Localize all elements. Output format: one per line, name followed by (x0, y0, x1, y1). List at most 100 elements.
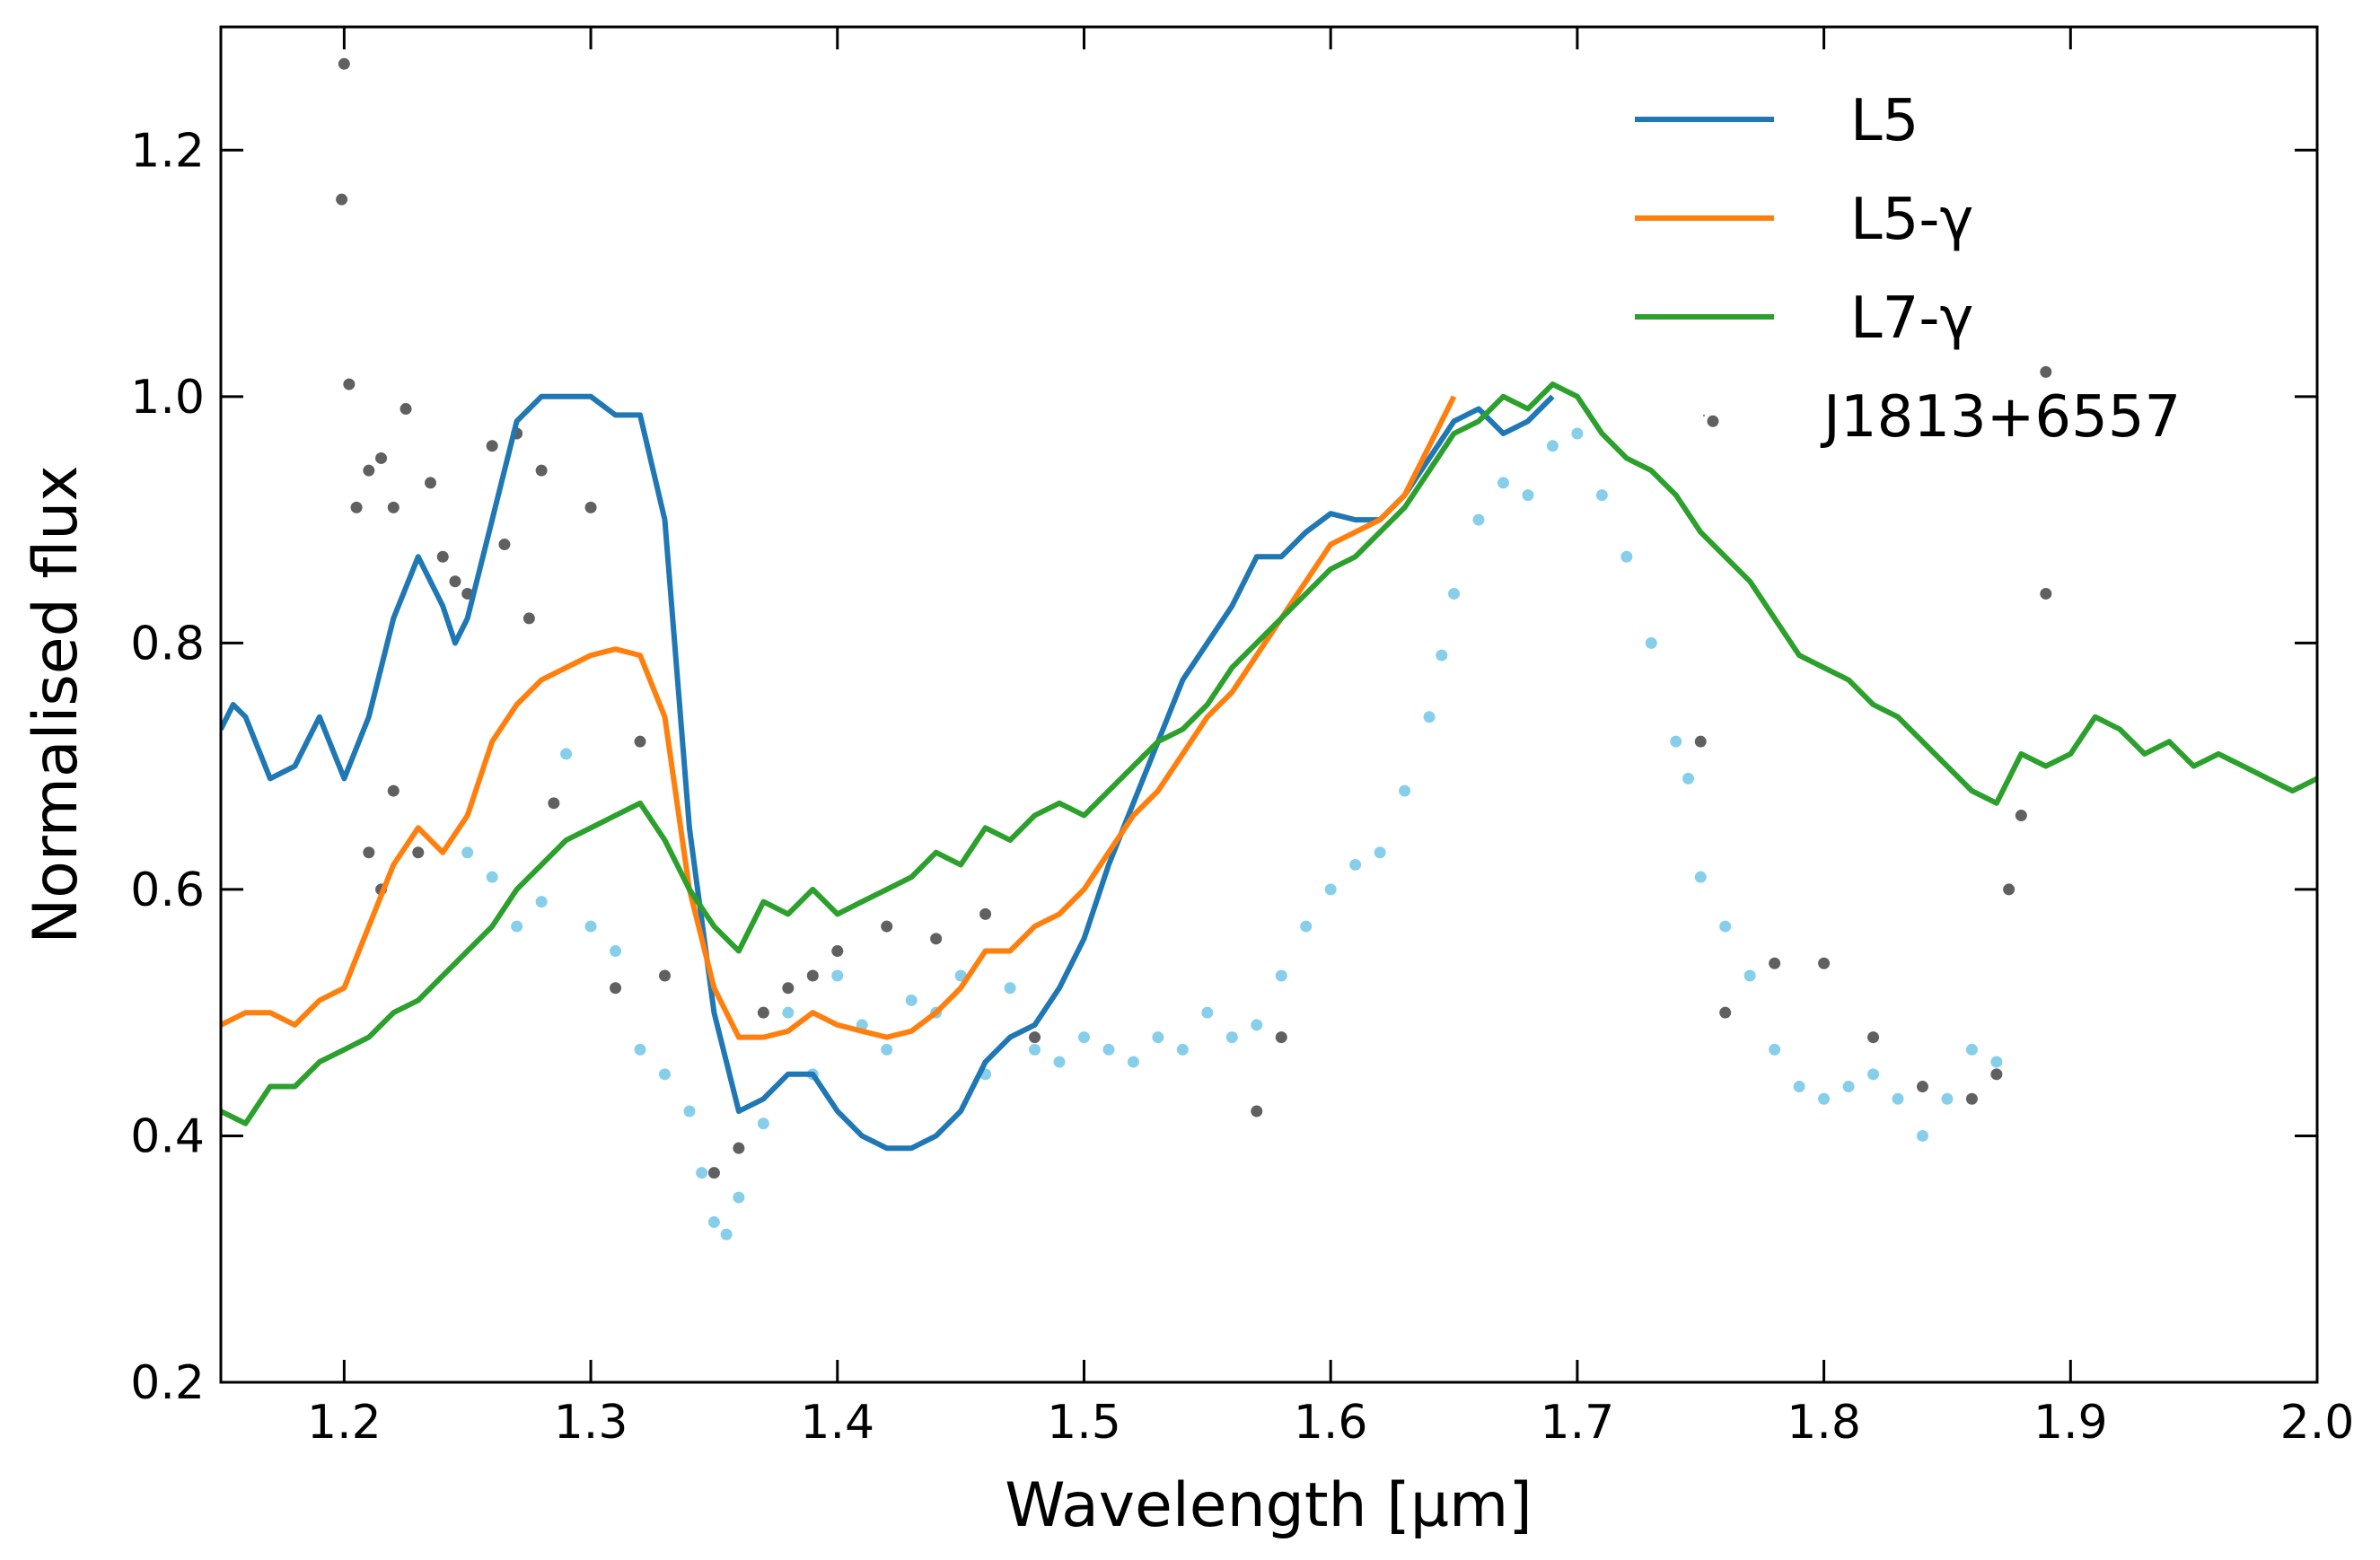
scatter-point (1399, 784, 1411, 797)
scatter-point (757, 1006, 769, 1019)
x-tick-label: 1.3 (554, 1396, 628, 1450)
scatter-point (881, 920, 893, 933)
scatter-point (560, 748, 573, 760)
scatter-point (1916, 1081, 1928, 1093)
scatter-point (2040, 587, 2052, 600)
scatter-point (1004, 982, 1016, 995)
scatter-point (707, 1216, 720, 1229)
scatter-point (1571, 427, 1584, 440)
scatter-point (2015, 810, 2027, 822)
scatter-point (425, 477, 436, 489)
y-tick-label: 0.8 (130, 617, 205, 670)
scatter-point (2003, 883, 2016, 896)
scatter-point (584, 920, 597, 933)
scatter-point (363, 464, 375, 477)
scatter-point (658, 1068, 671, 1081)
scatter-point (1497, 477, 1509, 489)
scatter-point (733, 1142, 745, 1154)
scatter-point (584, 501, 597, 513)
scatter-point (905, 994, 918, 1006)
scatter-point (1472, 513, 1485, 526)
scatter-point (1645, 636, 1657, 649)
scatter-point (610, 982, 622, 995)
y-tick-label: 1.0 (130, 371, 205, 425)
scatter-point (1374, 846, 1386, 859)
scatter-point (707, 1167, 720, 1179)
scatter-point (1152, 1031, 1164, 1044)
x-tick-label: 1.6 (1294, 1396, 1368, 1450)
scatter-point (1965, 1043, 1978, 1056)
y-tick-label: 0.6 (130, 863, 205, 917)
scatter-point (1793, 1081, 1805, 1093)
scatter-point (1818, 957, 1831, 969)
scatter-point (387, 501, 400, 513)
scatter-point (782, 982, 795, 995)
x-tick-label: 1.9 (2033, 1396, 2108, 1450)
scatter-point (498, 539, 511, 551)
scatter-point (634, 735, 646, 748)
scatter-point (486, 871, 498, 883)
scatter-point (1892, 1092, 1904, 1105)
scatter-point (1176, 1043, 1189, 1056)
scatter-point (1694, 871, 1707, 883)
scatter-point (1941, 1092, 1954, 1105)
scatter-point (1053, 1056, 1066, 1068)
scatter-point (535, 464, 548, 477)
scatter-point (363, 846, 375, 859)
scatter-point (831, 945, 844, 958)
legend-swatch (1703, 415, 1705, 416)
scatter-point (1719, 1006, 1732, 1019)
scatter-point (1251, 1105, 1263, 1117)
scatter-point (1769, 1043, 1781, 1056)
scatter-point (806, 969, 819, 982)
scatter-point (1423, 711, 1436, 723)
scatter-point (1077, 1031, 1090, 1044)
x-tick-label: 1.5 (1047, 1396, 1121, 1450)
scatter-point (387, 784, 400, 797)
scatter-point (1694, 735, 1707, 748)
scatter-point (343, 378, 356, 390)
scatter-point (782, 1006, 795, 1019)
y-tick-label: 0.2 (130, 1356, 205, 1410)
scatter-point (1916, 1129, 1928, 1142)
scatter-point (1275, 969, 1287, 982)
scatter-point (548, 797, 560, 810)
x-tick-label: 2.0 (2280, 1396, 2355, 1450)
scatter-point (2040, 365, 2052, 378)
scatter-point (1990, 1056, 2003, 1068)
scatter-point (1595, 489, 1608, 502)
scatter-point (1275, 1031, 1287, 1044)
scatter-point (610, 945, 622, 958)
scatter-point (1102, 1043, 1115, 1056)
legend-label: L5 (1850, 88, 1919, 154)
legend-label: J1813+6557 (1820, 384, 2181, 451)
plot-area (221, 57, 2317, 1240)
scatter-point (1029, 1031, 1041, 1044)
scatter-point (1201, 1006, 1214, 1019)
x-axis-label: Wavelength [µm] (1005, 1470, 1533, 1541)
scatter-point (1300, 920, 1313, 933)
scatter-point (449, 575, 461, 588)
y-tick-label: 1.2 (130, 124, 205, 178)
scatter-point (1707, 415, 1719, 427)
x-tick-label: 1.2 (307, 1396, 382, 1450)
scatter-point (400, 403, 412, 416)
scatter-point (696, 1167, 708, 1179)
scatter-point (1546, 440, 1559, 452)
scatter-point (1990, 1068, 2003, 1081)
scatter-point (1620, 550, 1633, 563)
scatter-point (523, 612, 535, 625)
plot-frame (219, 25, 2319, 1384)
scatter-point (535, 896, 548, 908)
series-line (221, 381, 2317, 1126)
scatter-point (1349, 858, 1362, 871)
scatter-point (979, 907, 992, 920)
scatter-point (757, 1117, 769, 1130)
scatter-point (1251, 1019, 1263, 1031)
scatter-point (1225, 1031, 1238, 1044)
scatter-point (1029, 1043, 1041, 1056)
scatter-point (831, 969, 844, 982)
scatter-point (350, 501, 363, 513)
legend-label: L5-γ (1850, 187, 1973, 253)
